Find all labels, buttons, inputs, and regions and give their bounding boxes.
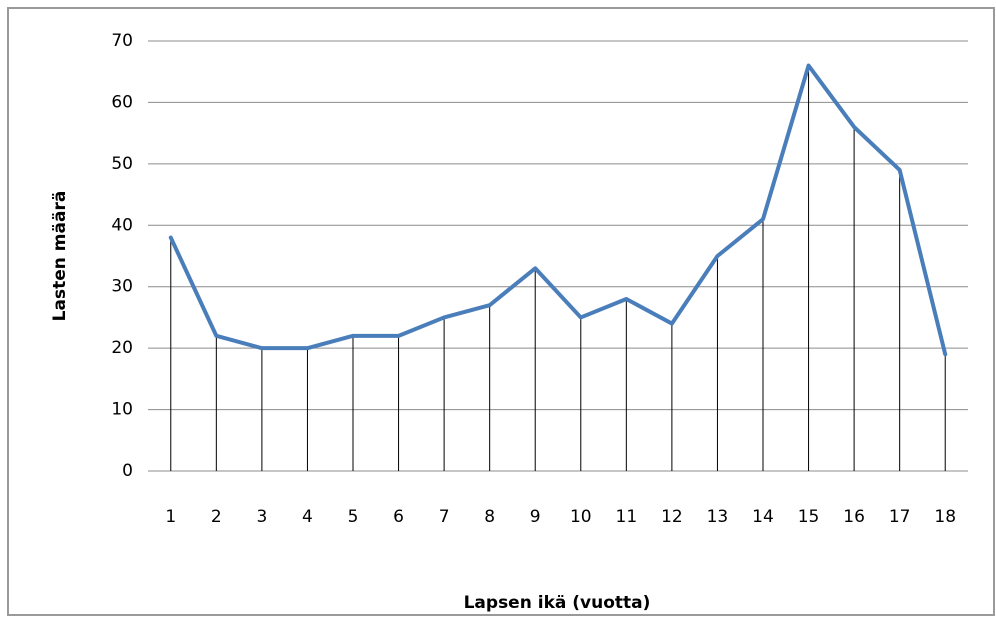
- x-tick-label: 11: [616, 507, 638, 527]
- x-tick-label: 13: [707, 507, 729, 527]
- y-tick-label: 40: [111, 215, 133, 235]
- x-tick-label: 2: [211, 507, 222, 527]
- y-tick-label: 70: [111, 31, 133, 51]
- x-tick-label: 18: [934, 507, 956, 527]
- x-tick-label: 15: [798, 507, 820, 527]
- y-tick-label: 20: [111, 338, 133, 358]
- x-tick-label: 17: [889, 507, 911, 527]
- x-tick-label: 12: [661, 507, 683, 527]
- y-axis-title: Lasten määrä: [50, 191, 70, 322]
- x-tick-label: 6: [393, 507, 404, 527]
- x-tick-label: 5: [348, 507, 359, 527]
- y-tick-label: 60: [111, 92, 133, 112]
- x-tick-label: 9: [530, 507, 541, 527]
- x-tick-label: 4: [302, 507, 313, 527]
- x-tick-label: 1: [165, 507, 176, 527]
- chart-frame: [7, 7, 995, 616]
- x-tick-label: 3: [256, 507, 267, 527]
- x-tick-label: 14: [752, 507, 774, 527]
- x-tick-label: 10: [570, 507, 592, 527]
- y-tick-label: 30: [111, 277, 133, 297]
- y-tick-label: 0: [122, 461, 133, 481]
- data-line: [168, 63, 948, 357]
- x-tick-label: 7: [439, 507, 450, 527]
- y-tick-label: 50: [111, 154, 133, 174]
- x-tick-label: 8: [484, 507, 495, 527]
- y-tick-label: 10: [111, 400, 133, 420]
- x-axis-title: Lapsen ikä (vuotta): [464, 593, 651, 613]
- x-tick-label: 16: [843, 507, 865, 527]
